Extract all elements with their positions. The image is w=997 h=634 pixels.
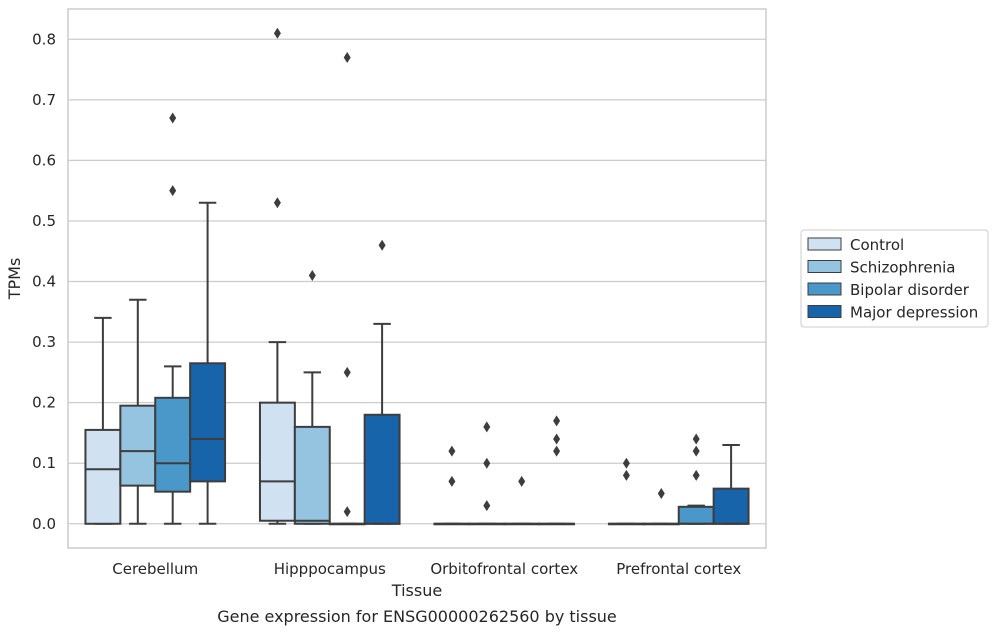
legend: Control Schizophrenia Bipolar disorder Majo… [800, 229, 989, 328]
y-tick-label: 0.7 [32, 91, 56, 109]
box-schizophrenia [293, 269, 331, 525]
x-tick-label: Orbitofrontal cortex [430, 560, 578, 578]
iqr-box [154, 396, 192, 493]
x-tick-label: Cerebellum [112, 560, 198, 578]
iqr-box [84, 428, 122, 525]
x-tick-labels: Cerebellum Hipppocampus Orbitofrontal cort… [112, 560, 741, 578]
legend-label: Bipolar disorder [850, 281, 970, 299]
legend-swatch [807, 282, 842, 296]
box-schizophrenia [642, 487, 680, 526]
box-bipolar-disorder [154, 112, 192, 525]
legend-swatch [807, 237, 842, 251]
outlier-point [343, 506, 351, 518]
box-major-depression [712, 444, 750, 525]
y-tick-label: 0.5 [32, 212, 56, 230]
box-control [433, 445, 471, 526]
iqr-box [363, 413, 401, 525]
x-tick-label: Hipppocampus [274, 560, 386, 578]
outlier-point [553, 445, 561, 457]
iqr-box [258, 401, 296, 522]
box-control [84, 316, 122, 525]
outlier-point [448, 445, 456, 457]
outlier-point [692, 445, 700, 457]
box-control [258, 27, 296, 525]
legend-label: Major depression [850, 304, 978, 322]
y-tick-label: 0.4 [32, 273, 56, 291]
outlier-point [483, 457, 491, 469]
figure-caption: Gene expression for ENSG00000262560 by t… [217, 607, 617, 626]
y-tick-label: 0.2 [32, 394, 56, 412]
legend-swatch [807, 305, 842, 318]
y-axis-title: TPMs [5, 258, 24, 301]
outlier-point [483, 421, 491, 433]
outlier-point [692, 433, 700, 445]
outlier-point [343, 366, 351, 378]
box-major-depression [189, 201, 227, 525]
outlier-point [518, 475, 526, 487]
outlier-point [448, 475, 456, 487]
outlier-point [657, 487, 665, 499]
outlier-point [308, 269, 316, 281]
legend-items: Control Schizophrenia Bipolar disorder Majo… [807, 236, 978, 322]
x-axis-title: Tissue [391, 581, 442, 600]
legend-frame [800, 229, 989, 328]
box-schizophrenia [119, 298, 157, 525]
iqr-box [712, 487, 750, 525]
iqr-box [677, 505, 715, 525]
box-major-depression [363, 239, 401, 525]
y-tick-label: 0.6 [32, 151, 56, 169]
y-tick-label: 0.1 [32, 454, 56, 472]
outlier-point [273, 197, 281, 209]
outlier-point [692, 469, 700, 481]
box-major-depression [538, 415, 576, 526]
box-control [607, 457, 645, 526]
legend-label: Control [850, 236, 904, 254]
outlier-point [553, 415, 561, 427]
outlier-point [343, 51, 351, 63]
box-bipolar-disorder [328, 51, 366, 526]
y-tick-labels: 0.0 0.1 0.2 0.3 0.4 0.5 0.6 0.7 0.8 [32, 30, 56, 532]
outlier-point [169, 112, 177, 124]
iqr-box [293, 425, 331, 525]
outlier-point [169, 185, 177, 197]
iqr-box [189, 362, 227, 483]
y-tick-label: 0.8 [32, 30, 56, 48]
box-bipolar-disorder [677, 433, 715, 525]
outlier-point [622, 457, 630, 469]
legend-swatch [807, 260, 842, 273]
iqr-box [119, 404, 157, 487]
y-tick-label: 0.3 [32, 333, 56, 351]
outlier-point [378, 239, 386, 251]
outlier-point [553, 433, 561, 445]
outlier-point [483, 500, 491, 512]
legend-label: Schizophrenia [850, 259, 955, 277]
outlier-point [622, 469, 630, 481]
plot-area [84, 27, 750, 526]
y-tick-label: 0.0 [32, 515, 56, 533]
box-schizophrenia [468, 421, 506, 526]
box-bipolar-disorder [503, 475, 541, 526]
x-tick-label: Prefrontal cortex [616, 560, 741, 578]
outlier-point [273, 27, 281, 39]
plot-frame [67, 8, 767, 549]
